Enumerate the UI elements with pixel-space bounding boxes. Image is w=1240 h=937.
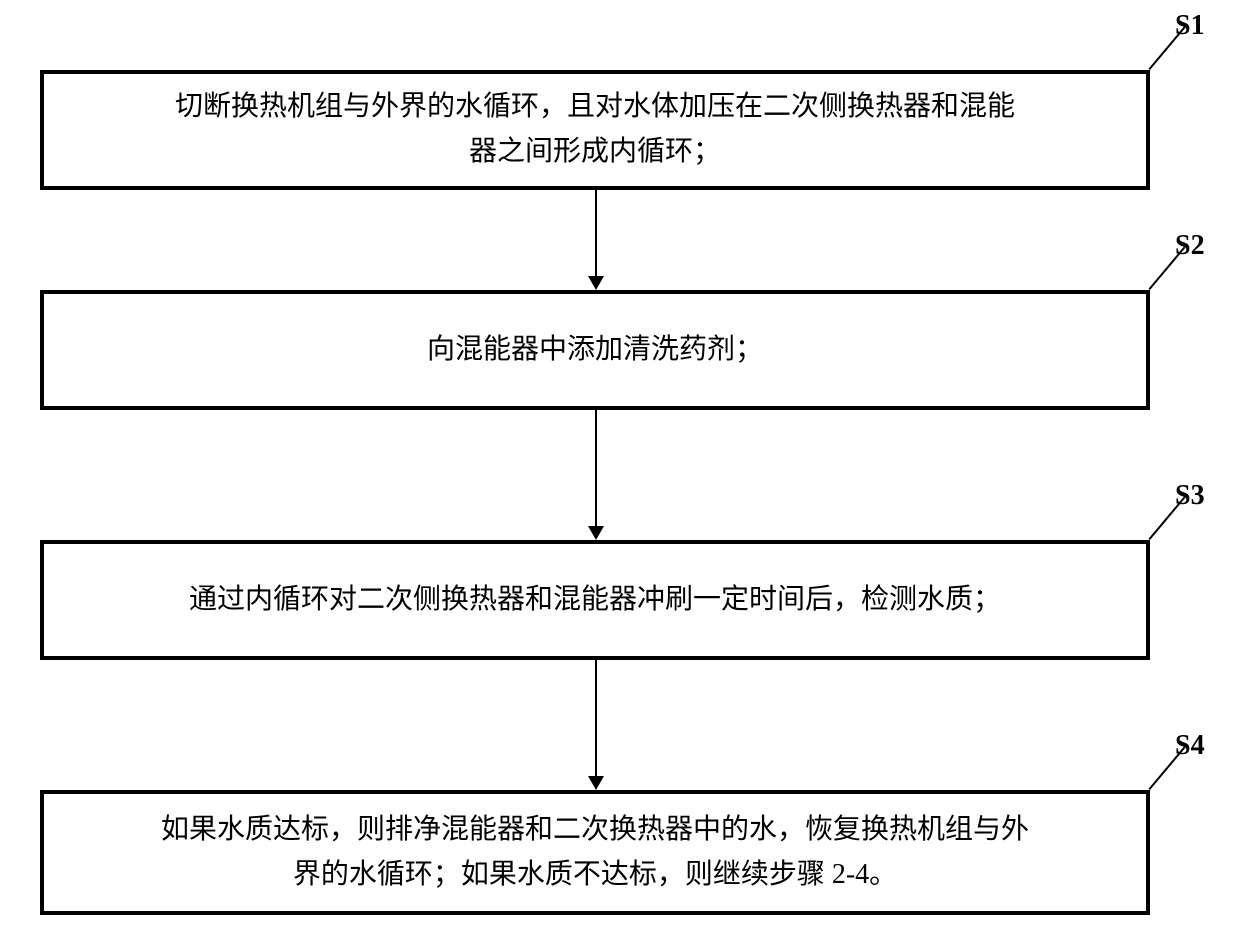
arrow-s2-s3 <box>595 410 597 526</box>
arrow-s3-s4 <box>595 660 597 776</box>
step-label-s1: S1 <box>1175 10 1205 42</box>
arrow-s1-s2 <box>595 190 597 276</box>
arrow-head-s1-s2 <box>588 276 604 290</box>
arrow-head-s3-s4 <box>588 776 604 790</box>
step-label-s4: S4 <box>1175 730 1205 762</box>
step-text-s3: 通过内循环对二次侧换热器和混能器冲刷一定时间后，检测水质； <box>189 578 1001 623</box>
step-label-s2: S2 <box>1175 230 1205 262</box>
flowchart-canvas: 切断换热机组与外界的水循环，且对水体加压在二次侧换热器和混能 器之间形成内循环；… <box>0 0 1240 937</box>
step-box-s1: 切断换热机组与外界的水循环，且对水体加压在二次侧换热器和混能 器之间形成内循环； <box>40 70 1150 190</box>
step-label-s3: S3 <box>1175 480 1205 512</box>
step-box-s4: 如果水质达标，则排净混能器和二次换热器中的水，恢复换热机组与外 界的水循环；如果… <box>40 790 1150 915</box>
step-text-s1: 切断换热机组与外界的水循环，且对水体加压在二次侧换热器和混能 器之间形成内循环； <box>175 85 1015 175</box>
arrow-head-s2-s3 <box>588 526 604 540</box>
step-box-s2: 向混能器中添加清洗药剂； <box>40 290 1150 410</box>
step-text-s4: 如果水质达标，则排净混能器和二次换热器中的水，恢复换热机组与外 界的水循环；如果… <box>161 808 1029 898</box>
step-box-s3: 通过内循环对二次侧换热器和混能器冲刷一定时间后，检测水质； <box>40 540 1150 660</box>
step-text-s2: 向混能器中添加清洗药剂； <box>427 328 763 373</box>
